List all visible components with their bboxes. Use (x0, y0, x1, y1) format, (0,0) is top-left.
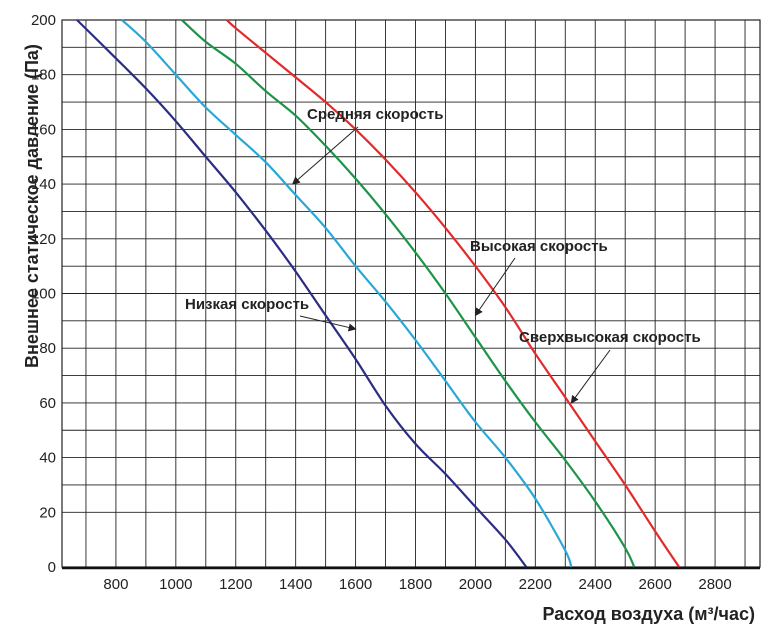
grid (61, 19, 761, 570)
x-tick-label: 2600 (638, 576, 671, 593)
y-tick-label: 120 (31, 231, 56, 248)
callout-arrow-extra-high (570, 349, 611, 404)
callout-arrow-low (299, 315, 357, 332)
series-line-medium (121, 19, 573, 568)
y-tick-label: 140 (31, 176, 56, 193)
callout-arrow-medium (291, 126, 359, 185)
x-tick-label: 800 (103, 576, 128, 593)
x-tick-label: 1400 (279, 576, 312, 593)
series-lines (76, 19, 681, 568)
y-tick-label: 20 (39, 504, 56, 521)
x-tick-label: 2200 (519, 576, 552, 593)
y-tick-label: 60 (39, 395, 56, 412)
series-label-low: Низкая скорость (185, 296, 309, 313)
x-tick-label: 1800 (399, 576, 432, 593)
x-axis-title: Расход воздуха (м³/час) (542, 604, 755, 624)
series-label-extra-high: Сверхвысокая скорость (519, 329, 701, 346)
series-line-extra-high (226, 19, 681, 568)
x-tick-label: 1000 (159, 576, 192, 593)
series-label-high: Высокая скорость (470, 238, 608, 255)
x-tick-label: 2400 (579, 576, 612, 593)
x-tick-label: 2800 (698, 576, 731, 593)
series-line-low (76, 19, 528, 568)
y-tick-label: 80 (39, 340, 56, 357)
y-tick-label: 100 (31, 286, 56, 303)
y-tick-label: 180 (31, 67, 56, 84)
series-callouts (291, 126, 611, 404)
series-line-high (181, 19, 636, 568)
y-tick-label: 40 (39, 450, 56, 467)
y-axis-title: Внешнее статическое давление (Па) (22, 44, 42, 368)
x-tick-label: 1600 (339, 576, 372, 593)
series-label-medium: Средняя скорость (307, 106, 443, 123)
tick-labels: 0 20 40 60 80 100 120 140 160 180 200 800 1000 1200 14… (31, 12, 732, 593)
y-tick-label: 160 (31, 121, 56, 138)
x-tick-label: 2000 (459, 576, 492, 593)
x-tick-label: 1200 (219, 576, 252, 593)
y-tick-label: 0 (48, 559, 56, 576)
y-tick-label: 200 (31, 12, 56, 29)
callout-arrow-high (474, 257, 516, 317)
